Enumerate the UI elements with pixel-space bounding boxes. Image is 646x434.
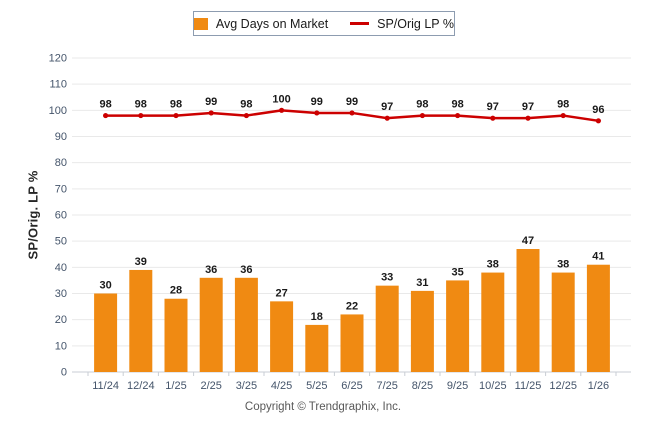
line-point xyxy=(349,110,355,116)
y-tick-label: 80 xyxy=(55,157,67,169)
line-point xyxy=(243,112,249,119)
bar-value-label: 38 xyxy=(557,259,569,271)
line-value-label: 99 xyxy=(346,96,358,108)
line-point xyxy=(455,112,461,119)
bar-value-label: 39 xyxy=(135,256,147,268)
y-tick-label: 20 xyxy=(55,314,67,326)
line-point xyxy=(279,107,285,113)
x-tick-label: 11/25 xyxy=(515,380,542,392)
legend: Avg Days on Market SP/Orig LP % xyxy=(193,11,455,36)
line-point xyxy=(314,110,320,116)
x-tick-label: 1/25 xyxy=(165,380,186,392)
bar-value-label: 38 xyxy=(487,259,499,271)
line-point xyxy=(173,112,179,119)
line-value-label: 98 xyxy=(99,99,111,111)
bar xyxy=(516,249,540,372)
line-point xyxy=(525,115,531,121)
y-tick-label: 90 xyxy=(55,131,67,143)
bar xyxy=(270,301,294,372)
bar-value-label: 22 xyxy=(346,300,358,312)
bar xyxy=(481,272,505,372)
x-tick-label: 6/25 xyxy=(341,380,362,392)
x-tick-label: 2/25 xyxy=(200,380,221,392)
line-value-label: 98 xyxy=(170,99,182,111)
line-point xyxy=(560,112,566,119)
x-tick-label: 1/26 xyxy=(588,380,609,392)
x-tick-label: 5/25 xyxy=(306,380,327,392)
y-tick-label: 110 xyxy=(49,79,67,91)
line-value-label: 97 xyxy=(381,101,393,113)
bar-value-label: 33 xyxy=(381,272,393,284)
x-tick-label: 4/25 xyxy=(271,380,292,392)
line-point xyxy=(138,112,144,119)
line-value-label: 98 xyxy=(240,99,252,111)
bar xyxy=(305,324,329,372)
bar-series-swatch-icon xyxy=(194,17,208,30)
bar-value-label: 28 xyxy=(170,285,182,297)
bar xyxy=(234,277,258,372)
line-value-label: 99 xyxy=(205,96,217,108)
x-tick-label: 12/25 xyxy=(549,380,577,392)
y-tick-label: 100 xyxy=(49,105,67,117)
y-tick-label: 10 xyxy=(55,340,67,352)
line-value-label: 97 xyxy=(522,101,534,113)
bar-value-label: 31 xyxy=(416,277,428,289)
y-tick-label: 0 xyxy=(61,367,67,379)
bar xyxy=(375,285,399,372)
line-point xyxy=(490,115,496,121)
line-value-label: 98 xyxy=(135,99,147,111)
bar-value-label: 35 xyxy=(451,266,463,278)
bar xyxy=(586,264,610,372)
x-tick-label: 11/24 xyxy=(92,380,119,392)
line-point xyxy=(419,112,425,119)
bar-value-label: 36 xyxy=(240,264,252,276)
y-tick-label: 120 xyxy=(49,53,67,65)
bar-value-label: 30 xyxy=(99,280,111,292)
bar xyxy=(446,280,470,372)
bar-value-label: 41 xyxy=(592,251,604,263)
bar xyxy=(551,272,575,372)
bar xyxy=(199,277,223,372)
line-value-label: 98 xyxy=(451,99,463,111)
y-tick-label: 40 xyxy=(55,262,67,274)
line-value-label: 98 xyxy=(416,99,428,111)
bar xyxy=(340,314,364,372)
line-value-label: 100 xyxy=(272,93,290,105)
bar xyxy=(164,298,188,372)
x-tick-label: 8/25 xyxy=(412,380,433,392)
y-tick-label: 70 xyxy=(55,183,67,195)
y-tick-label: 50 xyxy=(55,236,67,248)
line-series-legend-label: SP/Orig LP % xyxy=(377,16,454,31)
bar xyxy=(94,293,118,372)
bar-value-label: 27 xyxy=(275,287,287,299)
x-tick-label: 12/24 xyxy=(127,380,155,392)
line-point xyxy=(384,115,390,121)
line-point xyxy=(103,112,109,119)
bar-value-label: 18 xyxy=(311,311,323,323)
copyright-text: Copyright © Trendgraphix, Inc. xyxy=(244,401,402,413)
bar-value-label: 36 xyxy=(205,264,217,276)
bar-value-label: 47 xyxy=(522,235,534,247)
y-tick-label: 30 xyxy=(55,288,67,300)
x-tick-label: 3/25 xyxy=(236,380,257,392)
line-value-label: 98 xyxy=(557,99,569,111)
bar xyxy=(129,269,153,372)
x-tick-label: 7/25 xyxy=(376,380,397,392)
bar xyxy=(410,290,434,372)
x-tick-label: 9/25 xyxy=(447,380,468,392)
bar-series-legend-label: Avg Days on Market xyxy=(215,16,329,31)
line-value-label: 97 xyxy=(487,101,499,113)
line-value-label: 96 xyxy=(592,104,604,116)
line-series-swatch-icon xyxy=(350,22,370,25)
line-point xyxy=(208,110,214,116)
x-tick-label: 10/25 xyxy=(479,380,507,392)
y-tick-label: 60 xyxy=(55,210,67,222)
line-value-label: 99 xyxy=(311,96,323,108)
line-point xyxy=(595,118,602,124)
